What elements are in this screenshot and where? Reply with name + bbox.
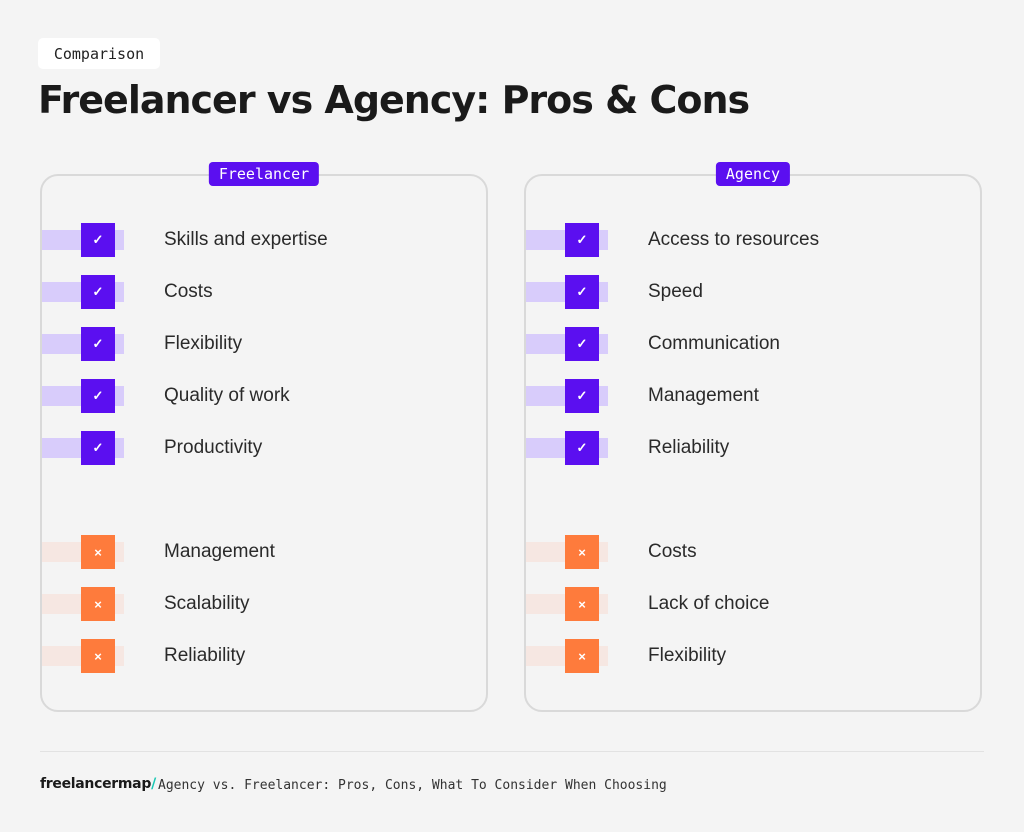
con-label: Management (164, 541, 275, 562)
checkmark-icon: ✓ (81, 275, 115, 309)
brand-wordmark: freelancermap (40, 776, 152, 792)
brand-slash-icon: / (151, 776, 156, 792)
agency-panel: Agency ✓ Access to resources ✓ Speed ✓ C… (524, 162, 982, 712)
checkmark-icon: ✓ (81, 431, 115, 465)
con-label: Reliability (164, 645, 246, 666)
pro-item: ✓ Quality of work (42, 379, 482, 413)
con-label: Flexibility (648, 645, 727, 666)
pro-label: Reliability (648, 437, 730, 458)
pro-item: ✓ Access to resources (526, 223, 966, 257)
checkmark-icon: ✓ (565, 275, 599, 309)
freelancer-panel: Freelancer ✓ Skills and expertise ✓ Cost… (40, 162, 488, 712)
footer-caption: Agency vs. Freelancer: Pros, Cons, What … (158, 778, 667, 793)
con-label: Scalability (164, 593, 250, 614)
page-title: Freelancer vs Agency: Pros & Cons (38, 78, 750, 122)
con-label: Costs (648, 541, 697, 562)
con-label: Lack of choice (648, 593, 770, 614)
pro-item: ✓ Communication (526, 327, 966, 361)
con-item: × Lack of choice (526, 587, 966, 621)
category-tag: Comparison (38, 38, 160, 69)
pro-label: Costs (164, 281, 213, 302)
cross-icon: × (81, 639, 115, 673)
agency-panel-label: Agency (715, 162, 791, 186)
con-item: × Reliability (42, 639, 482, 673)
brand-logo: freelancermap/ (40, 776, 156, 792)
pro-item: ✓ Skills and expertise (42, 223, 482, 257)
con-item: × Costs (526, 535, 966, 569)
cross-icon: × (565, 639, 599, 673)
freelancer-panel-label: Freelancer (208, 162, 320, 186)
pro-item: ✓ Flexibility (42, 327, 482, 361)
pro-item: ✓ Speed (526, 275, 966, 309)
cross-icon: × (81, 587, 115, 621)
checkmark-icon: ✓ (81, 327, 115, 361)
pro-item: ✓ Management (526, 379, 966, 413)
cross-icon: × (565, 535, 599, 569)
pro-label: Flexibility (164, 333, 243, 354)
pro-label: Management (648, 385, 759, 406)
cross-icon: × (565, 587, 599, 621)
checkmark-icon: ✓ (565, 431, 599, 465)
cross-icon: × (81, 535, 115, 569)
pro-label: Skills and expertise (164, 229, 328, 250)
pro-label: Communication (648, 333, 780, 354)
checkmark-icon: ✓ (81, 223, 115, 257)
footer-divider (40, 751, 984, 752)
pro-item: ✓ Productivity (42, 431, 482, 465)
con-item: × Management (42, 535, 482, 569)
pro-item: ✓ Reliability (526, 431, 966, 465)
checkmark-icon: ✓ (565, 223, 599, 257)
checkmark-icon: ✓ (81, 379, 115, 413)
pro-item: ✓ Costs (42, 275, 482, 309)
pro-label: Speed (648, 281, 703, 302)
checkmark-icon: ✓ (565, 327, 599, 361)
con-item: × Flexibility (526, 639, 966, 673)
pro-label: Productivity (164, 437, 263, 458)
pro-label: Access to resources (648, 229, 820, 250)
con-item: × Scalability (42, 587, 482, 621)
checkmark-icon: ✓ (565, 379, 599, 413)
pro-label: Quality of work (164, 385, 290, 406)
